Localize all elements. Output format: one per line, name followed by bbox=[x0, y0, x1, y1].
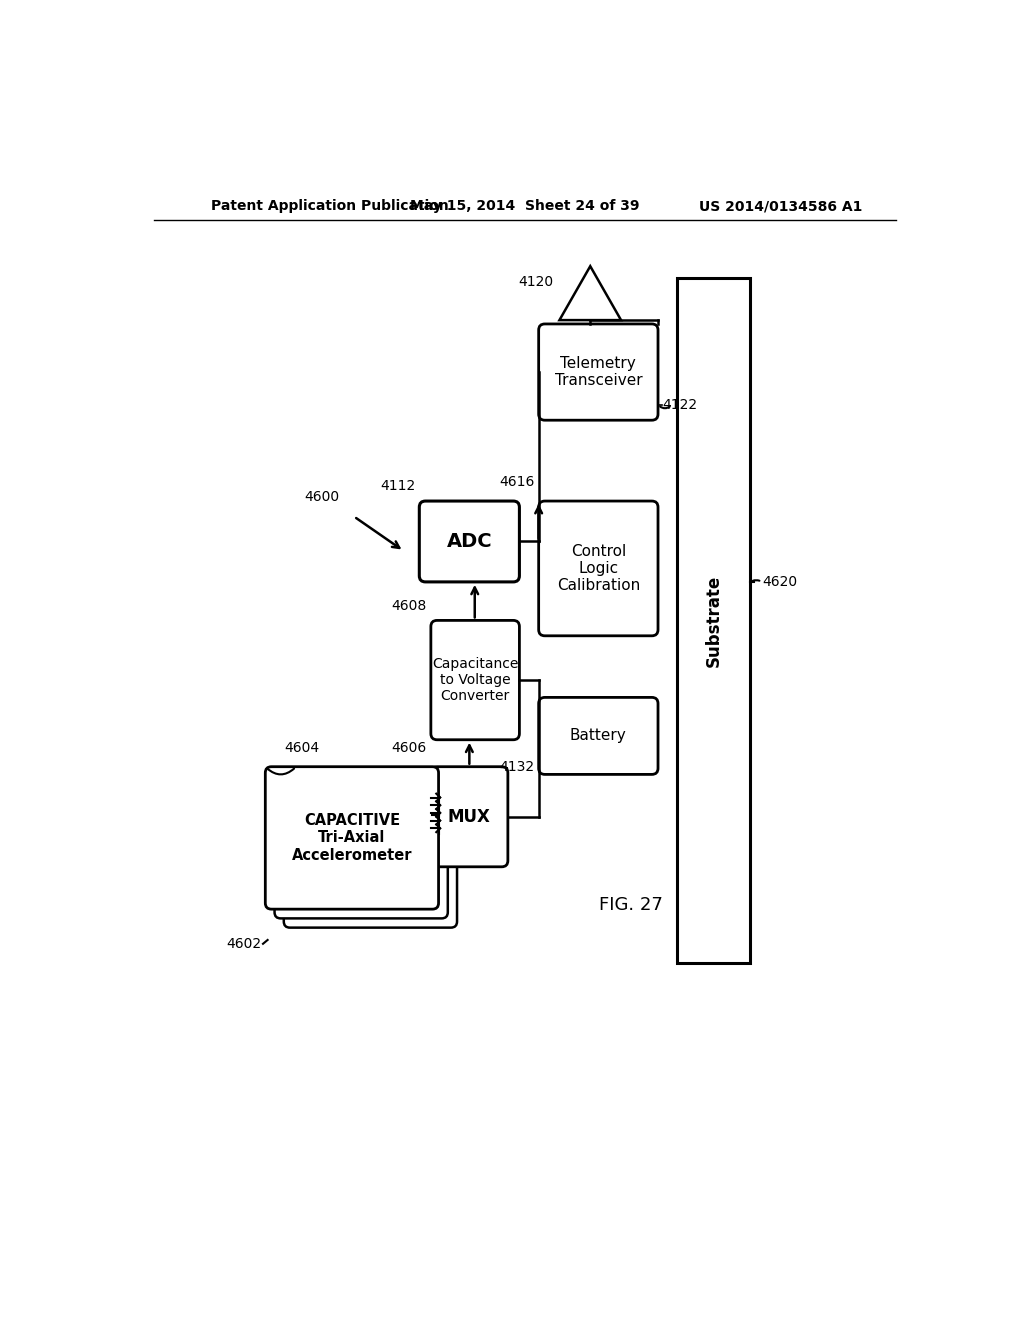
FancyBboxPatch shape bbox=[284, 785, 457, 928]
FancyBboxPatch shape bbox=[419, 502, 519, 582]
Text: FIG. 27: FIG. 27 bbox=[599, 896, 663, 915]
Text: 4620: 4620 bbox=[762, 576, 797, 589]
Text: Telemetry
Transceiver: Telemetry Transceiver bbox=[555, 356, 642, 388]
FancyBboxPatch shape bbox=[431, 767, 508, 867]
Text: MUX: MUX bbox=[447, 808, 490, 826]
Text: 4604: 4604 bbox=[285, 741, 319, 755]
Text: 4602: 4602 bbox=[226, 937, 261, 950]
FancyBboxPatch shape bbox=[274, 776, 447, 919]
Text: ADC: ADC bbox=[446, 532, 493, 550]
FancyBboxPatch shape bbox=[431, 620, 519, 739]
Text: May 15, 2014  Sheet 24 of 39: May 15, 2014 Sheet 24 of 39 bbox=[410, 199, 640, 213]
Text: Control
Logic
Calibration: Control Logic Calibration bbox=[557, 544, 640, 593]
FancyBboxPatch shape bbox=[539, 502, 658, 636]
Text: Patent Application Publication: Patent Application Publication bbox=[211, 199, 450, 213]
FancyBboxPatch shape bbox=[539, 323, 658, 420]
Text: 4122: 4122 bbox=[662, 397, 697, 412]
Bar bbox=[677, 277, 751, 964]
Text: CAPACITIVE
Tri-Axial
Accelerometer: CAPACITIVE Tri-Axial Accelerometer bbox=[292, 813, 413, 863]
Text: 4608: 4608 bbox=[392, 599, 427, 612]
Text: 4112: 4112 bbox=[380, 479, 416, 494]
Text: 4132: 4132 bbox=[500, 760, 535, 774]
Text: 4120: 4120 bbox=[518, 275, 553, 289]
Text: Substrate: Substrate bbox=[705, 574, 723, 667]
Text: Capacitance
to Voltage
Converter: Capacitance to Voltage Converter bbox=[432, 657, 518, 704]
FancyBboxPatch shape bbox=[539, 697, 658, 775]
Text: US 2014/0134586 A1: US 2014/0134586 A1 bbox=[698, 199, 862, 213]
FancyBboxPatch shape bbox=[265, 767, 438, 909]
Text: 4616: 4616 bbox=[500, 475, 535, 490]
Text: 4606: 4606 bbox=[392, 741, 427, 755]
Text: 4600: 4600 bbox=[304, 490, 339, 504]
Text: Battery: Battery bbox=[570, 729, 627, 743]
